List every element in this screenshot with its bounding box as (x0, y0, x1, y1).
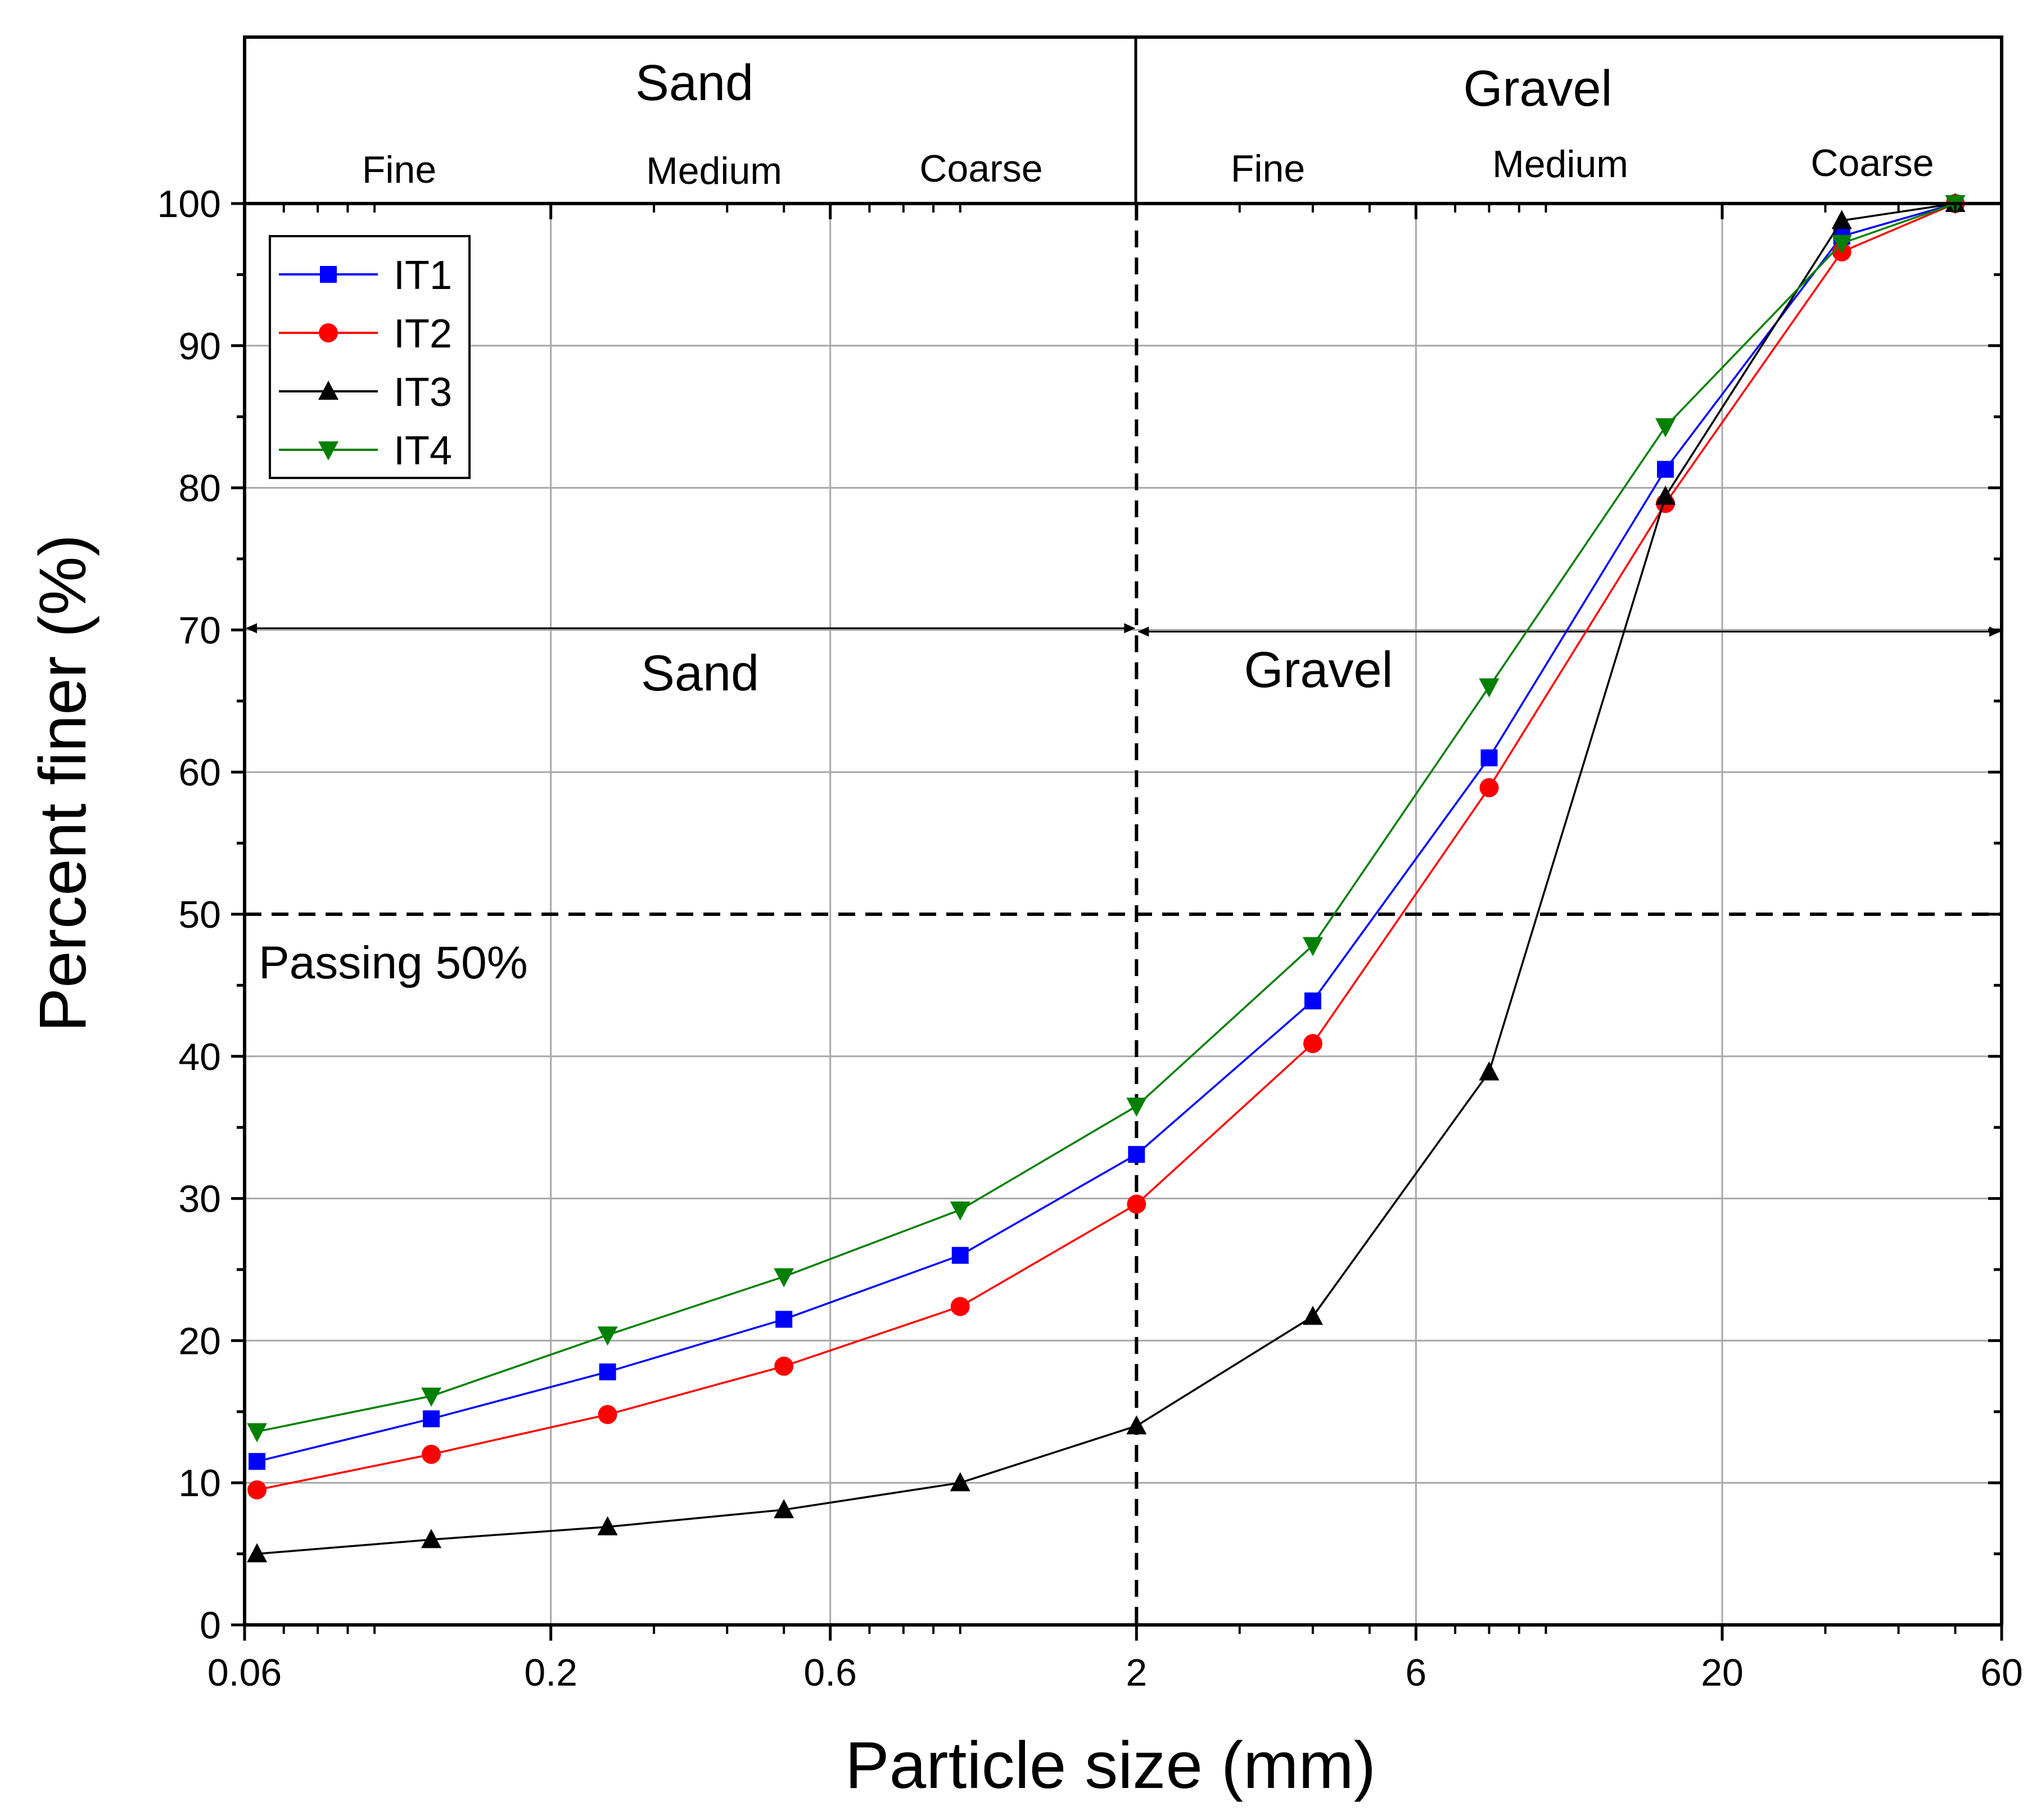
y-tick-label: 80 (178, 467, 221, 510)
header-sand-fine: Fine (362, 148, 436, 191)
arrowhead-left (1137, 626, 1149, 637)
data-point-it3 (1655, 485, 1676, 505)
y-tick-label: 40 (178, 1036, 221, 1078)
x-tick-label: 20 (1701, 1651, 1744, 1694)
x-tick-label: 6 (1405, 1651, 1426, 1694)
x-tick-label: 0.06 (207, 1651, 282, 1694)
series-it1 (249, 195, 1964, 1470)
arrowhead-right (1124, 623, 1136, 634)
data-point-it1 (599, 1363, 616, 1381)
mid-sand-label: Sand (641, 645, 759, 702)
legend-label-it1: IT1 (394, 253, 452, 298)
legend-label-it2: IT2 (394, 311, 452, 356)
passing-50-label: Passing 50% (259, 937, 528, 988)
x-tick-label: 0.6 (803, 1651, 857, 1694)
y-tick-label: 60 (178, 751, 221, 794)
data-point-it4 (950, 1201, 970, 1221)
data-point-it2 (598, 1404, 617, 1424)
data-point-it3 (421, 1529, 442, 1548)
data-point-it2 (1303, 1034, 1322, 1054)
y-tick-label: 10 (178, 1462, 221, 1505)
data-point-it4 (1302, 937, 1323, 956)
y-tick-label: 100 (157, 183, 221, 225)
data-point-it1 (423, 1410, 440, 1428)
legend-label-it4: IT4 (394, 428, 452, 473)
data-point-it4 (774, 1268, 794, 1288)
legend-marker-it4 (318, 441, 338, 460)
series-it4 (247, 195, 1966, 1443)
data-point-it3 (774, 1499, 794, 1519)
arrowhead-left (246, 623, 257, 634)
data-point-it1 (775, 1311, 793, 1328)
data-point-it4 (421, 1387, 442, 1407)
data-point-it2 (774, 1356, 794, 1376)
data-point-it4 (1126, 1098, 1147, 1117)
y-tick-label: 70 (178, 609, 221, 652)
legend-marker-it1 (320, 266, 337, 283)
header-sand-medium: Medium (646, 150, 782, 192)
data-point-it1 (951, 1247, 969, 1264)
data-point-it4 (1831, 234, 1852, 254)
header-box (243, 35, 2003, 205)
header-gravel-medium: Medium (1492, 143, 1628, 186)
legend-box (269, 235, 471, 479)
data-point-it1 (1304, 992, 1321, 1010)
data-point-it3 (1302, 1306, 1323, 1325)
data-point-it2 (422, 1444, 441, 1464)
x-tick-label: 0.2 (524, 1651, 577, 1694)
classification-header: Sand Fine Medium Coarse Gravel Fine Medi… (243, 35, 2003, 205)
legend: IT1 IT2 IT3 IT4 (269, 235, 471, 479)
y-tick-label: 90 (178, 325, 221, 368)
legend-marker-it2 (319, 323, 338, 342)
data-point-it3 (247, 1543, 268, 1562)
data-point-it2 (950, 1297, 970, 1316)
data-point-it2 (1479, 778, 1499, 798)
header-gravel-fine: Fine (1231, 147, 1305, 190)
data-point-it2 (1127, 1194, 1146, 1214)
data-point-it1 (1657, 460, 1674, 478)
legend-label-it3: IT3 (394, 370, 452, 415)
data-point-it3 (1479, 1061, 1500, 1081)
data-point-it1 (249, 1453, 266, 1470)
y-axis-title: Percent finer (%) (26, 534, 100, 1032)
data-point-it3 (1831, 210, 1852, 229)
series-it3 (247, 193, 1966, 1562)
header-gravel-title: Gravel (1463, 61, 1612, 117)
data-point-it1 (1480, 749, 1498, 766)
data-point-it4 (1655, 418, 1676, 437)
y-tick-label: 0 (200, 1604, 221, 1647)
header-gravel-coarse: Coarse (1810, 142, 1934, 184)
y-tick-label: 20 (178, 1320, 221, 1362)
data-point-it4 (597, 1326, 618, 1346)
data-point-it2 (247, 1480, 267, 1500)
data-point-it4 (1479, 678, 1500, 698)
data-series (247, 193, 1966, 1562)
reference-lines (245, 204, 2002, 1625)
y-tick-label: 50 (178, 893, 221, 936)
y-tick-label: 30 (178, 1178, 221, 1221)
data-point-it3 (1126, 1415, 1147, 1435)
header-sand-title: Sand (635, 55, 753, 111)
legend-marker-it3 (318, 381, 338, 400)
data-point-it3 (950, 1472, 970, 1492)
x-tick-label: 60 (1980, 1651, 2023, 1694)
axes: 0 10 20 30 40 50 60 70 80 90 100 0.06 0.2 0.6 2 6 20 60 (157, 183, 2023, 1694)
x-axis-title: Particle size (mm) (845, 1728, 1376, 1803)
header-sand-coarse: Coarse (919, 147, 1042, 190)
data-point-it4 (247, 1423, 268, 1443)
x-tick-label: 2 (1126, 1651, 1147, 1694)
data-point-it1 (1128, 1146, 1145, 1163)
mid-gravel-label: Gravel (1244, 642, 1393, 698)
data-point-it3 (597, 1516, 618, 1536)
